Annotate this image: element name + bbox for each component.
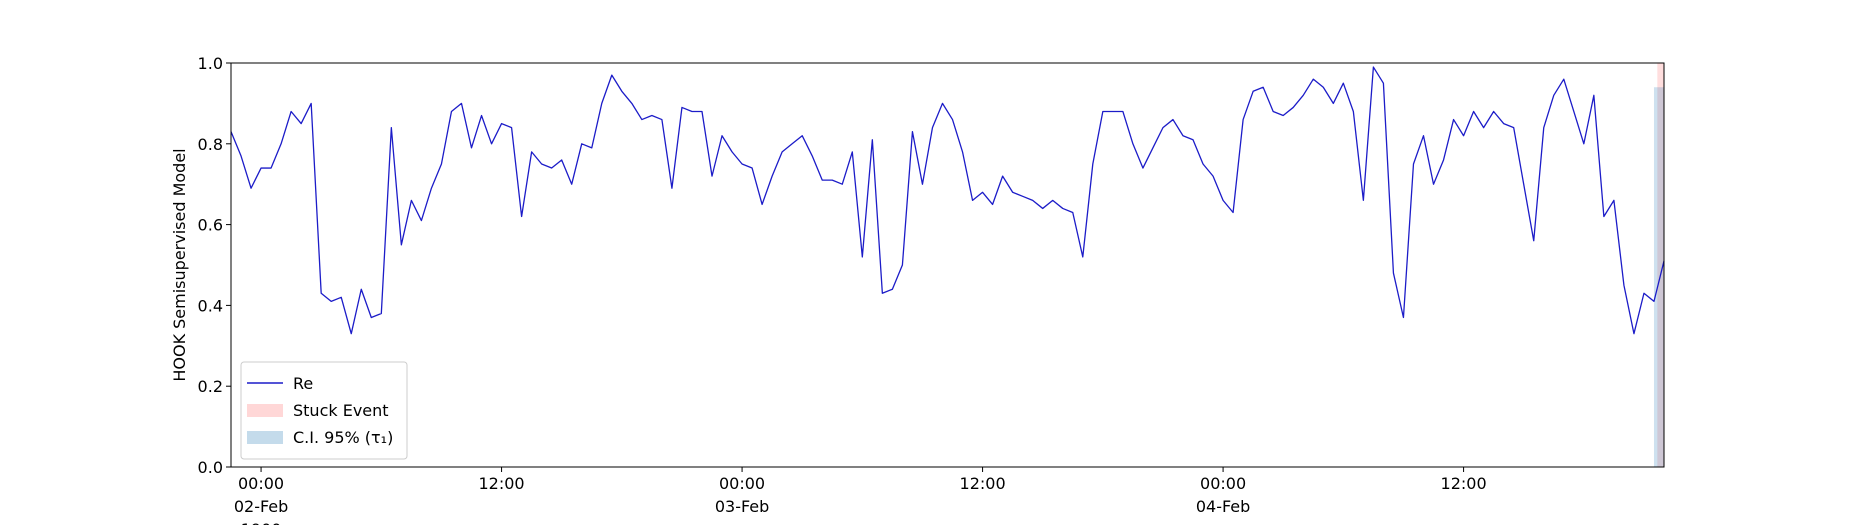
y-tick-label: 0.0 — [198, 458, 223, 477]
x-tick-label: 12:00 — [960, 474, 1006, 493]
x-tick-label: 00:00 03-Feb — [715, 474, 769, 516]
legend-label: C.I. 95% (τ₁) — [293, 428, 393, 447]
legend-label: Stuck Event — [293, 401, 389, 420]
x-tick-label: 12:00 — [1441, 474, 1487, 493]
x-tick-label: 00:00 04-Feb — [1196, 474, 1250, 516]
legend-handle — [247, 431, 283, 444]
axes-frame — [230, 62, 1665, 468]
legend-label: Re — [293, 374, 313, 393]
y-tick-label: 0.4 — [198, 296, 223, 315]
y-tick-label: 0.8 — [198, 135, 223, 154]
span — [1657, 63, 1664, 467]
y-tick-label: 0.6 — [198, 216, 223, 235]
legend-handle — [247, 404, 283, 417]
y-tick-label: 0.2 — [198, 377, 223, 396]
data-line — [230, 66, 1665, 335]
x-tick-label: 12:00 — [479, 474, 525, 493]
span — [1653, 87, 1664, 468]
y-tick-label: 1.0 — [198, 54, 223, 73]
legend-box — [240, 361, 408, 460]
y-axis-label: HOOK Semisupervised Model — [170, 148, 189, 381]
